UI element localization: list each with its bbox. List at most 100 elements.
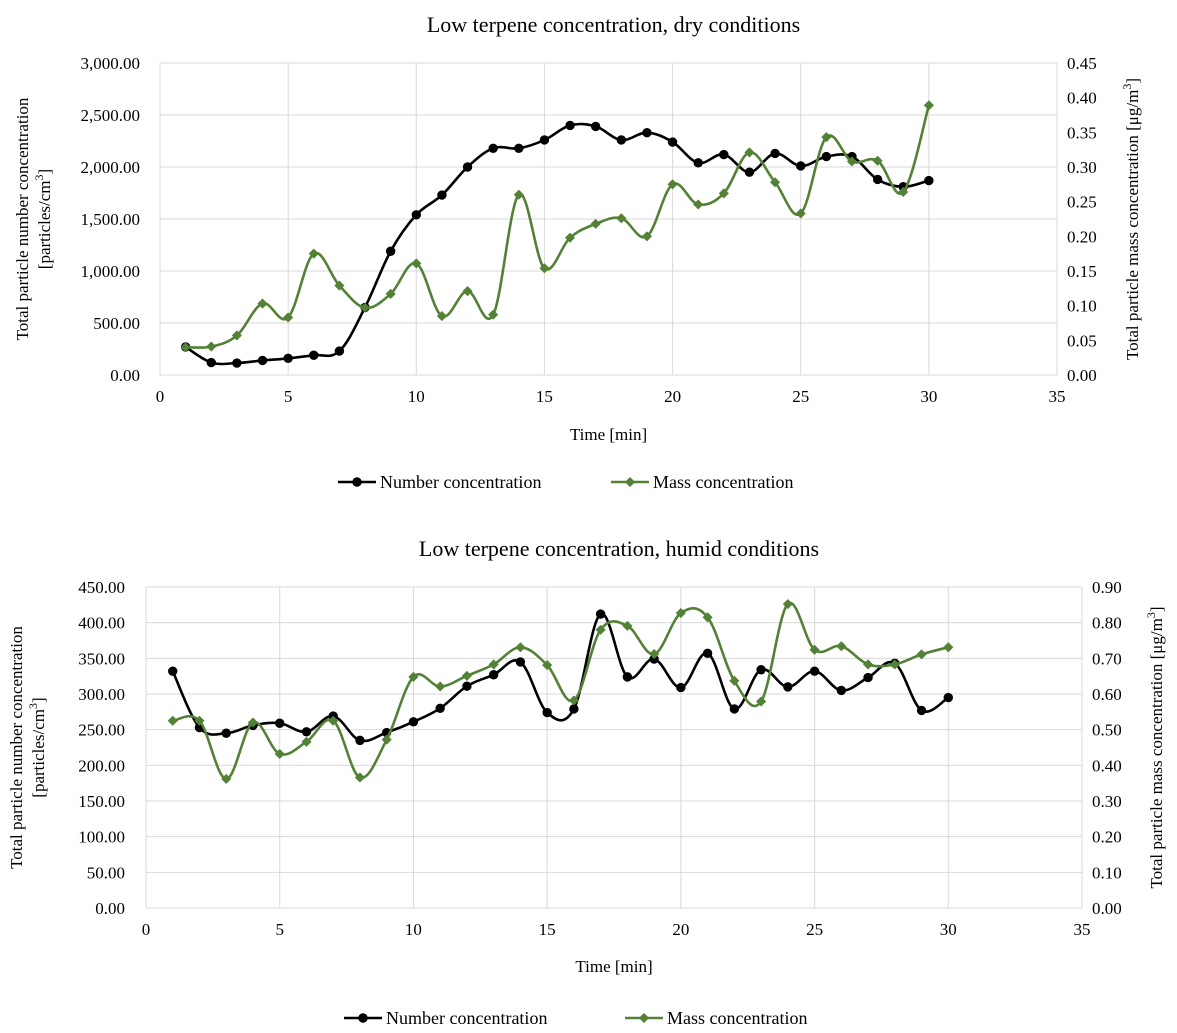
y2-tick-label: 0.15 [1067,262,1097,281]
legend-swatch-marker [638,1012,650,1024]
y2-tick-label: 0.80 [1092,614,1122,633]
data-point [622,620,633,632]
legend-item: Number concentration [338,472,541,492]
y-tick-label: 0.00 [110,366,140,385]
y-tick-label: 400.00 [78,614,125,633]
x-axis-label: Time [min] [570,425,647,444]
data-point [328,715,339,726]
data-point [642,127,652,138]
y-tick-label: 500.00 [93,314,140,333]
data-point [590,218,601,230]
data-point [437,190,447,200]
data-point [334,346,345,356]
data-point [924,175,934,186]
data-point [541,659,553,671]
y2-tick-label: 0.70 [1092,649,1122,668]
data-point [872,155,883,166]
x-tick-label: 10 [405,920,422,939]
data-point [381,734,392,745]
data-point [729,675,740,686]
data-point [836,641,847,652]
y2-tick-label: 0.30 [1092,792,1122,811]
y-tick-label: 0.00 [95,899,125,918]
x-tick-label: 15 [536,387,553,406]
data-point [719,149,729,160]
x-tick-label: 25 [806,920,823,939]
y-axis-label: Total particle number concentration [7,626,26,869]
gridlines [145,586,1083,909]
y2-tick-label: 0.30 [1067,158,1097,177]
series-line [172,601,949,781]
data-point [729,704,740,714]
series-mass-concentration [167,598,954,785]
data-point [846,156,858,167]
data-point [889,659,900,670]
y-tick-label: 50.00 [87,863,125,882]
data-point [863,672,873,683]
data-point [488,659,499,670]
data-point [676,682,686,693]
data-point [862,659,874,670]
y2-axis-label: Total particle mass concentration [μg/m3… [1144,606,1166,888]
data-point [702,648,713,659]
data-point [488,309,499,320]
data-point [462,162,473,172]
y2-axis-label: Total particle mass concentration [μg/m3… [1120,78,1142,360]
data-point [542,707,552,718]
data-point [675,607,687,619]
data-point [795,208,806,219]
data-point [923,100,935,111]
y2-tick-label: 0.50 [1092,721,1122,740]
data-point [943,642,954,653]
data-point [515,657,526,667]
data-point [411,258,422,269]
y-tick-label: 150.00 [78,792,125,811]
data-point [622,672,633,682]
data-point [247,717,259,728]
data-point [221,773,232,785]
data-point [461,670,473,681]
legend-label: Mass concentration [653,472,793,492]
data-point [257,355,268,366]
data-point [231,330,243,341]
data-point [488,143,498,153]
data-point [898,186,909,198]
data-point [718,188,729,199]
data-point [194,715,205,726]
y2-tick-label: 0.45 [1067,54,1097,73]
data-point [702,612,713,623]
data-point [916,705,927,716]
y-axis-label: Total particle number concentration [13,97,32,340]
data-point [821,132,832,143]
data-point [616,213,627,224]
series-mass-concentration [180,100,935,353]
data-point [168,666,178,676]
data-point [821,151,832,162]
data-point [770,148,780,159]
x-tick-label: 15 [539,920,556,939]
y-tick-label: 3,000.00 [81,54,141,73]
gridlines [159,62,1058,376]
x-tick-label: 35 [1049,387,1066,406]
x-tick-label: 20 [664,387,681,406]
y2-tick-label: 0.20 [1092,828,1122,847]
x-tick-label: 0 [142,920,151,939]
data-point [796,161,806,171]
data-point [167,715,178,726]
y-tick-label: 2,500.00 [81,106,141,125]
data-point [334,280,345,291]
legend-swatch-marker [624,476,636,488]
data-point [355,735,365,746]
y-tick-label: 450.00 [78,578,125,597]
data-point [756,665,766,675]
legend-item: Number concentration [344,1008,547,1028]
y2-tick-label: 0.35 [1067,123,1097,142]
data-point [809,644,820,655]
data-point [782,598,793,610]
y-tick-label: 1,000.00 [81,262,141,281]
y-tick-label: 2,000.00 [81,158,141,177]
data-point [408,717,419,727]
legend-item: Mass concentration [625,1008,807,1028]
